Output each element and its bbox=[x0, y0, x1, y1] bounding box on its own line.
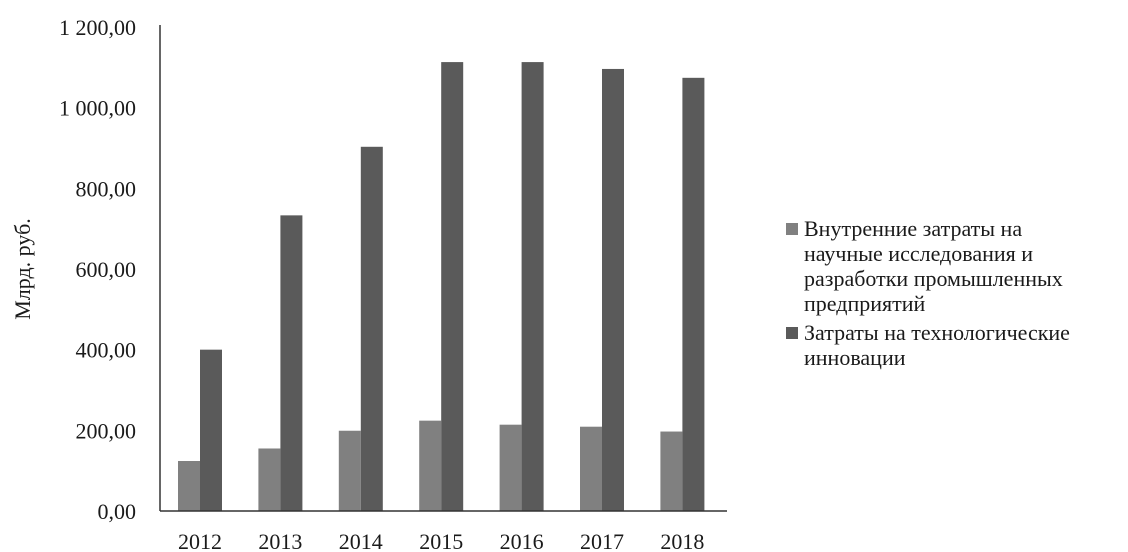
legend-label-tech-innovation: Затраты на технологические инновации bbox=[804, 320, 1126, 370]
legend-line: разработки промышленных bbox=[804, 266, 1063, 291]
bar bbox=[441, 62, 464, 512]
bar bbox=[602, 68, 624, 512]
y-tick-label: 1 000,00 bbox=[59, 96, 136, 121]
x-tick-label: 2016 bbox=[500, 529, 544, 552]
bar bbox=[682, 77, 705, 511]
x-tick-label: 2014 bbox=[339, 529, 383, 552]
legend-line: Внутренние затраты на bbox=[804, 216, 1023, 241]
y-tick-label: 0,00 bbox=[98, 499, 137, 524]
y-tick-label: 600,00 bbox=[76, 257, 137, 282]
x-tick-label: 2017 bbox=[580, 529, 624, 552]
legend-line: предприятий bbox=[804, 291, 926, 316]
x-tick-label: 2013 bbox=[258, 529, 302, 552]
legend-swatch-tech-innovation bbox=[786, 327, 798, 339]
legend-label-internal-rd: Внутренние затраты на научные исследован… bbox=[804, 216, 1126, 316]
bar bbox=[280, 215, 303, 511]
legend-line: Затраты на технологические bbox=[804, 320, 1070, 345]
y-tick-label: 400,00 bbox=[76, 338, 137, 363]
legend-item-internal-rd: Внутренние затраты на научные исследован… bbox=[786, 216, 1126, 316]
bar bbox=[580, 426, 602, 511]
bar bbox=[200, 349, 222, 511]
x-tick-label: 2012 bbox=[178, 529, 222, 552]
legend-line: инновации bbox=[804, 345, 906, 370]
y-tick-label: 200,00 bbox=[76, 418, 137, 443]
chart-legend: Внутренние затраты на научные исследован… bbox=[786, 216, 1126, 374]
x-tick-label: 2015 bbox=[419, 529, 463, 552]
bar bbox=[419, 420, 442, 511]
bar bbox=[521, 62, 544, 512]
y-tick-label: 800,00 bbox=[76, 176, 137, 201]
bar bbox=[360, 146, 383, 512]
y-tick-label: 1 200,00 bbox=[59, 15, 136, 40]
legend-line: научные исследования и bbox=[804, 241, 1034, 266]
legend-item-tech-innovation: Затраты на технологические инновации bbox=[786, 320, 1126, 370]
bar bbox=[338, 430, 361, 511]
legend-swatch-internal-rd bbox=[786, 223, 798, 235]
bar bbox=[499, 424, 522, 511]
y-axis-title: Млрд. руб. bbox=[10, 218, 35, 320]
bar bbox=[660, 431, 683, 511]
bar bbox=[258, 448, 281, 511]
x-tick-label: 2018 bbox=[660, 529, 704, 552]
bar bbox=[178, 460, 200, 511]
